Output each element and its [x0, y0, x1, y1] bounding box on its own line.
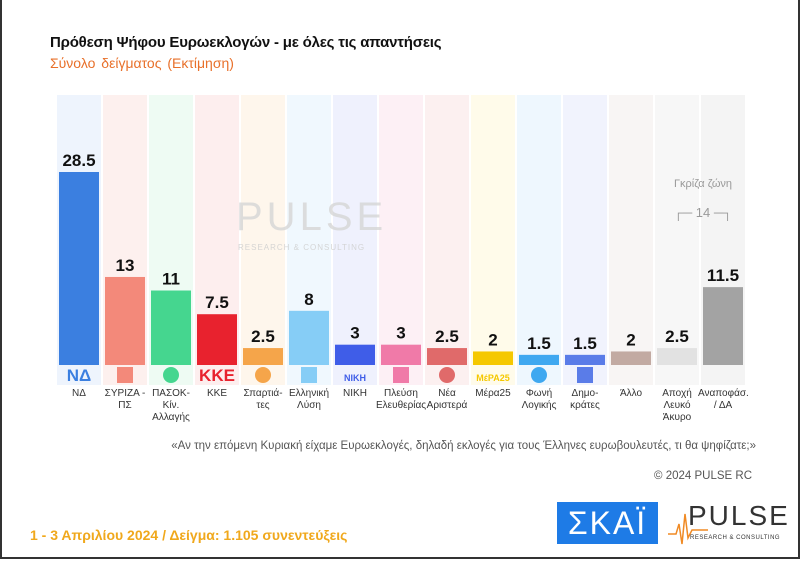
footer-date-sample: 1 - 3 Απριλίου 2024 / Δείγμα: 1.105 συνε… [30, 527, 348, 543]
data-label: 13 [116, 256, 135, 275]
chart-title: Πρόθεση Ψήφου Ευρωεκλογών - με όλες τις … [50, 34, 442, 51]
pasok-logo-icon [163, 367, 179, 383]
category-label: ΠΑΣΟΚ-Κίν. Αλλαγής [152, 388, 190, 423]
category-label: ΚΚΕ [206, 388, 227, 399]
bar-chart: 28.5 ΝΔ 13 11 7.5 ΚΚΕ 2.5 8 3 ΝΙΚΗ 3 2.5 2 ΜέΡΑ25 1.5 1… [57, 95, 745, 385]
category-label: Σπαρτιά- τες [243, 388, 283, 411]
column-background [379, 95, 423, 385]
category-label: Άλλο [619, 388, 643, 399]
column-background [471, 95, 515, 385]
category-label: Ελληνική Λύση [288, 388, 329, 411]
chart-subtitle: Σύνολο δείγματος (Εκτίμηση) [50, 55, 234, 71]
column-background [425, 95, 469, 385]
dimokrates-logo-icon [577, 367, 593, 383]
column-background [517, 95, 561, 385]
pulse-logo-sub: RESEARCH & CONSULTING [690, 535, 781, 541]
bar [381, 344, 421, 365]
data-label: 2.5 [251, 327, 275, 346]
bar [105, 276, 145, 365]
pulse-logo: PULSE RESEARCH & CONSULTING [668, 500, 788, 546]
category-label: ΝΔ [72, 388, 86, 399]
elliniki-lysi-logo-icon [301, 367, 317, 383]
pulse-wave-icon [668, 513, 708, 545]
grey-zone-value: ┌─ 14 ─┐ [673, 205, 733, 220]
data-label: 11.5 [707, 266, 739, 285]
mera25-logo-icon: ΜέΡΑ25 [476, 373, 509, 383]
data-label: 3 [396, 324, 405, 343]
data-label: 2.5 [665, 327, 689, 346]
data-label: 11 [162, 270, 180, 289]
bar [473, 351, 513, 365]
data-label: 2.5 [435, 327, 459, 346]
nd-logo-icon: ΝΔ [67, 366, 92, 385]
bar [427, 348, 467, 365]
category-label: Μέρα25 [475, 388, 511, 399]
bar [243, 348, 283, 365]
grey-zone-label: Γκρίζα ζώνη [673, 178, 733, 190]
category-label: Αναποφάσ. / ΔΑ [698, 388, 749, 411]
bar [657, 348, 697, 365]
spartiates-logo-icon [255, 367, 271, 383]
category-label: ΝΙΚΗ [343, 388, 367, 399]
category-label: Δημο- κράτες [570, 388, 600, 411]
bar [703, 287, 743, 365]
bar [197, 314, 237, 365]
foni-logikis-logo-icon [531, 367, 547, 383]
plefsi-logo-icon [393, 367, 409, 383]
bar [565, 354, 605, 365]
column-background [609, 95, 653, 385]
bar [151, 290, 191, 365]
category-label: ΣΥΡΙΖΑ - ΠΣ [104, 388, 146, 411]
kke-logo-icon: ΚΚΕ [199, 366, 235, 385]
bar [289, 310, 329, 365]
column-background [563, 95, 607, 385]
bar [335, 344, 375, 365]
niki-logo-icon: ΝΙΚΗ [344, 373, 366, 383]
column-background [655, 95, 699, 385]
category-label: Αποχή Λευκό Άκυρο [662, 388, 692, 423]
copyright: © 2024 PULSE RC [654, 470, 752, 482]
category-label: Φωνή Λογικής [521, 388, 557, 411]
bar [611, 351, 651, 365]
data-label: 8 [304, 290, 313, 309]
category-label: Πλεύση Ελευθερίας [376, 388, 427, 411]
syriza-logo-icon [117, 367, 133, 383]
data-label: 2 [488, 330, 497, 349]
column-background [241, 95, 285, 385]
data-label: 3 [350, 324, 359, 343]
bar [519, 354, 559, 365]
skai-logo: ΣΚΑΪ [557, 502, 658, 544]
data-label: 1.5 [573, 334, 597, 353]
data-label: 1.5 [527, 334, 551, 353]
survey-question: «Αν την επόμενη Κυριακή είχαμε Ευρωεκλογ… [171, 440, 756, 452]
column-background [333, 95, 377, 385]
bar [59, 172, 99, 365]
data-label: 28.5 [62, 151, 95, 170]
data-label: 2 [626, 330, 635, 349]
nea-aristera-logo-icon [439, 367, 455, 383]
category-label: Νέα Αριστερά [426, 388, 468, 411]
data-label: 7.5 [205, 293, 229, 312]
pulse-logo-word: PULSE [688, 500, 790, 531]
